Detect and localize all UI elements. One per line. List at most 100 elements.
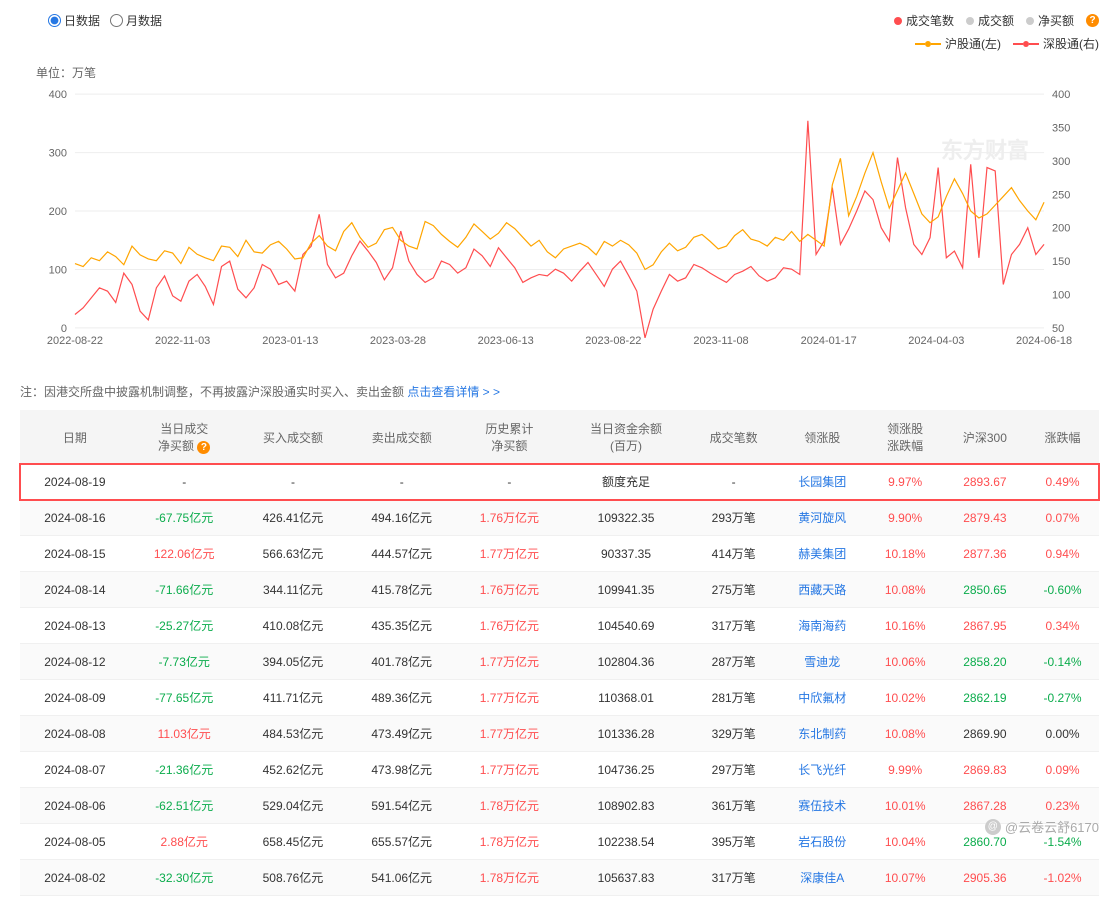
weibo-handle: @云卷云舒6170 (1005, 817, 1099, 836)
cell-stock[interactable]: 雪迪龙 (778, 644, 867, 680)
cell-net: -32.30亿元 (130, 860, 239, 896)
cell-count: 414万笔 (689, 536, 778, 572)
cell-net: -67.75亿元 (130, 500, 239, 536)
cell-cum: 1.77万亿元 (456, 680, 563, 716)
table-row: 2024-08-19----额度充足-长园集团9.97%2893.670.49% (20, 464, 1099, 500)
cell-net: 11.03亿元 (130, 716, 239, 752)
cell-stock[interactable]: 岩石股份 (778, 824, 867, 860)
svg-text:0: 0 (61, 323, 67, 335)
legend-item[interactable]: 成交额 (966, 12, 1014, 29)
cell-balance: 104736.25 (563, 752, 690, 788)
svg-text:200: 200 (49, 206, 67, 218)
svg-text:300: 300 (49, 148, 67, 160)
cell-count: 281万笔 (689, 680, 778, 716)
cell-count: - (689, 464, 778, 500)
table-row: 2024-08-0811.03亿元484.53亿元473.49亿元1.77万亿元… (20, 716, 1099, 752)
cell-date: 2024-08-09 (20, 680, 130, 716)
cell-stock-change: 10.01% (867, 788, 944, 824)
table-row: 2024-08-14-71.66亿元344.11亿元415.78亿元1.76万亿… (20, 572, 1099, 608)
cell-csi-change: 0.94% (1026, 536, 1099, 572)
cell-stock[interactable]: 长园集团 (778, 464, 867, 500)
svg-text:400: 400 (1052, 89, 1070, 101)
cell-stock[interactable]: 西藏天路 (778, 572, 867, 608)
cell-net: -77.65亿元 (130, 680, 239, 716)
legend-item[interactable]: 深股通(右) (1013, 35, 1099, 52)
cell-csi300: 2869.83 (944, 752, 1026, 788)
cell-date: 2024-08-14 (20, 572, 130, 608)
help-icon[interactable]: ? (197, 441, 210, 454)
cell-csi-change: -1.02% (1026, 860, 1099, 896)
cell-date: 2024-08-19 (20, 464, 130, 500)
cell-cum: 1.78万亿元 (456, 860, 563, 896)
cell-stock-change: 10.08% (867, 572, 944, 608)
cell-net: -7.73亿元 (130, 644, 239, 680)
table-row: 2024-08-12-7.73亿元394.05亿元401.78亿元1.77万亿元… (20, 644, 1099, 680)
legend-item[interactable]: 净买额 (1026, 12, 1074, 29)
cell-buy: 410.08亿元 (239, 608, 348, 644)
chart-legend: 成交笔数成交额 净买额? 沪股通(左) 深股通(右) (894, 12, 1099, 52)
cell-balance: 90337.35 (563, 536, 690, 572)
cell-count: 297万笔 (689, 752, 778, 788)
period-radio-group: 日数据 月数据 (48, 12, 162, 29)
monthly-radio[interactable]: 月数据 (110, 12, 162, 29)
cell-balance: 108902.83 (563, 788, 690, 824)
svg-text:2023-06-13: 2023-06-13 (478, 335, 534, 347)
svg-text:2022-11-03: 2022-11-03 (155, 335, 210, 347)
cell-buy: 426.41亿元 (239, 500, 348, 536)
legend-item[interactable]: 沪股通(左) (915, 35, 1001, 52)
cell-stock[interactable]: 长飞光纤 (778, 752, 867, 788)
table-row: 2024-08-06-62.51亿元529.04亿元591.54亿元1.78万亿… (20, 788, 1099, 824)
note-link[interactable]: 点击查看详情 > > (407, 385, 500, 399)
cell-cum: 1.77万亿元 (456, 644, 563, 680)
table-row: 2024-08-16-67.75亿元426.41亿元494.16亿元1.76万亿… (20, 500, 1099, 536)
column-header: 成交笔数 (689, 410, 778, 464)
cell-stock[interactable]: 海南海药 (778, 608, 867, 644)
legend-label: 净买额 (1038, 12, 1074, 29)
legend-item[interactable]: 成交笔数 (894, 12, 954, 29)
cell-sell: 444.57亿元 (347, 536, 456, 572)
cell-stock[interactable]: 深康佳A (778, 860, 867, 896)
cell-date: 2024-08-07 (20, 752, 130, 788)
column-header: 卖出成交额 (347, 410, 456, 464)
column-header: 领涨股 (778, 410, 867, 464)
cell-net: 2.88亿元 (130, 824, 239, 860)
cell-date: 2024-08-02 (20, 860, 130, 896)
cell-stock[interactable]: 赛伍技术 (778, 788, 867, 824)
line-chart: 东方财富 01002003004005010015020025030035040… (30, 83, 1089, 363)
cell-stock[interactable]: 东北制药 (778, 716, 867, 752)
cell-cum: 1.76万亿元 (456, 608, 563, 644)
table-row: 2024-08-052.88亿元658.45亿元655.57亿元1.78万亿元1… (20, 824, 1099, 860)
cell-stock-change: 10.04% (867, 824, 944, 860)
cell-stock[interactable]: 中欣氟材 (778, 680, 867, 716)
cell-buy: 529.04亿元 (239, 788, 348, 824)
help-icon[interactable]: ? (1086, 14, 1099, 27)
cell-stock-change: 10.06% (867, 644, 944, 680)
column-header: 当日资金余额(百万) (563, 410, 690, 464)
cell-date: 2024-08-13 (20, 608, 130, 644)
cell-net: -71.66亿元 (130, 572, 239, 608)
cell-csi-change: 0.00% (1026, 716, 1099, 752)
svg-text:250: 250 (1052, 189, 1070, 201)
cell-balance: 101336.28 (563, 716, 690, 752)
table-row: 2024-08-09-77.65亿元411.71亿元489.36亿元1.77万亿… (20, 680, 1099, 716)
svg-text:2024-01-17: 2024-01-17 (801, 335, 857, 347)
cell-balance: 109941.35 (563, 572, 690, 608)
cell-cum: 1.76万亿元 (456, 500, 563, 536)
cell-csi-change: 0.09% (1026, 752, 1099, 788)
chart-controls: 日数据 月数据 成交笔数成交额 净买额? 沪股通(左) 深股通(右) (20, 8, 1099, 60)
cell-date: 2024-08-16 (20, 500, 130, 536)
svg-text:300: 300 (1052, 156, 1070, 168)
cell-count: 317万笔 (689, 608, 778, 644)
cell-sell: 494.16亿元 (347, 500, 456, 536)
cell-count: 293万笔 (689, 500, 778, 536)
cell-stock[interactable]: 黄河旋风 (778, 500, 867, 536)
unit-label: 单位：万笔 (36, 64, 1099, 81)
legend-label: 成交笔数 (906, 12, 954, 29)
cell-stock[interactable]: 赫美集团 (778, 536, 867, 572)
svg-text:400: 400 (49, 89, 67, 101)
cell-csi300: 2850.65 (944, 572, 1026, 608)
cell-buy: 452.62亿元 (239, 752, 348, 788)
cell-csi-change: 0.49% (1026, 464, 1099, 500)
daily-radio[interactable]: 日数据 (48, 12, 100, 29)
svg-text:2022-08-22: 2022-08-22 (47, 335, 103, 347)
